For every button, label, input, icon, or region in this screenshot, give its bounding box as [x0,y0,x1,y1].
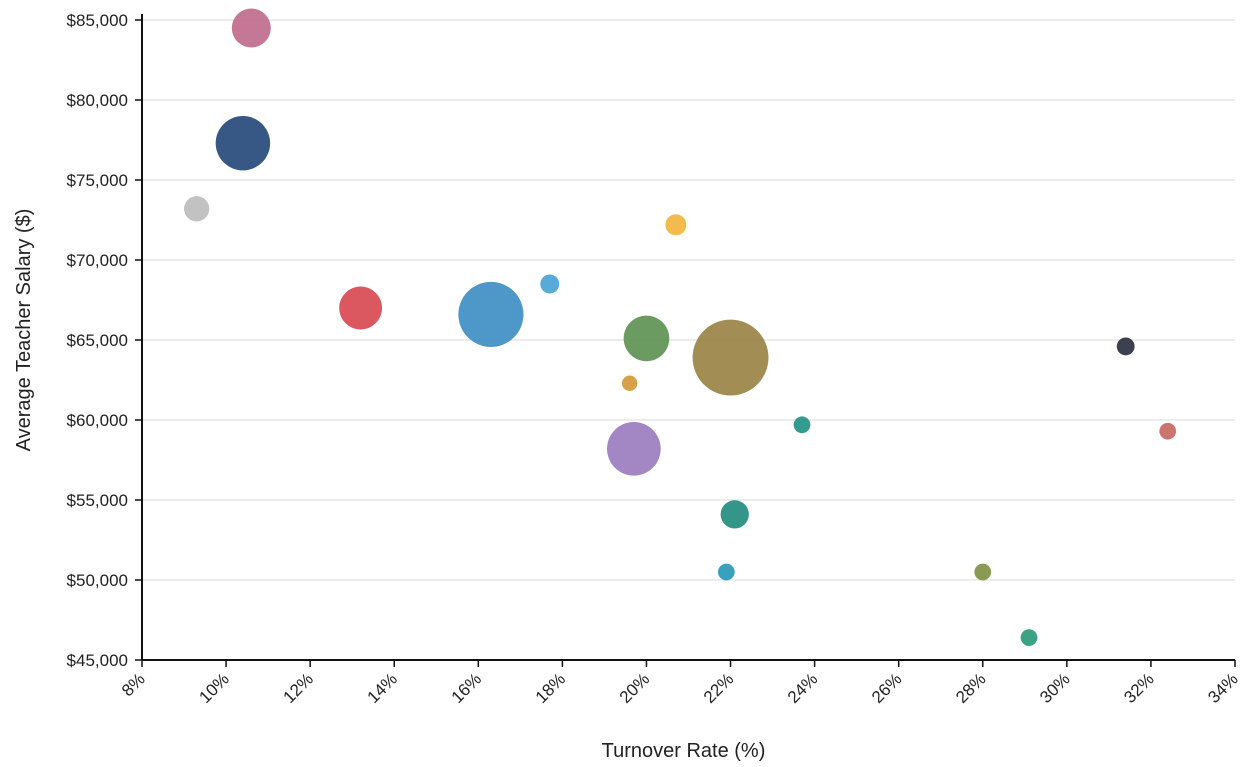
x-tick-label: 16% [448,669,485,706]
x-tick-label: 26% [868,669,905,706]
bubble-point [720,500,749,529]
y-tick-label: $55,000 [67,491,128,510]
x-tick-label: 8% [118,669,149,700]
x-tick-label: 28% [952,669,989,706]
y-axis-ticks: $45,000 $50,000 $55,000 $60,000 $65,000 $70,0… [67,11,142,670]
bubbles [184,8,1177,646]
bubble-point [540,274,560,294]
y-tick-label: $80,000 [67,91,128,110]
x-tick-label: 14% [364,669,401,706]
x-tick-label: 20% [616,669,653,706]
bubble-point [717,563,735,581]
y-tick-label: $85,000 [67,11,128,30]
x-axis-title: Turnover Rate (%) [602,740,766,762]
bubble-point [339,286,383,330]
bubble-point [665,214,687,236]
bubble-point [184,196,210,222]
y-tick-label: $65,000 [67,331,128,350]
y-tick-label: $75,000 [67,171,128,190]
bubble-point [621,375,638,391]
x-tick-label: 24% [784,669,821,706]
bubble-point [1116,337,1135,356]
x-tick-label: 32% [1120,669,1157,706]
x-tick-label: 18% [532,669,569,706]
x-axis-ticks: 8% 10% 12% 14% 16% 18% 20% 22% 24% 26% 28% 30% 32% 34… [118,660,1242,707]
x-tick-label: 22% [700,669,737,706]
bubble-point [692,319,769,396]
x-tick-label: 10% [195,669,232,706]
bubble-point [607,421,661,476]
y-axis-title: Average Teacher Salary ($) [13,209,35,452]
bubble-point [793,416,811,434]
y-tick-label: $60,000 [67,411,128,430]
bubble-point [215,115,271,171]
x-tick-label: 34% [1204,669,1241,706]
bubble-point [1159,422,1177,440]
bubble-point [623,315,670,362]
bubble-point [974,563,992,581]
y-tick-label: $45,000 [67,651,128,670]
x-tick-label: 30% [1036,669,1073,706]
y-tick-label: $70,000 [67,251,128,270]
bubble-point [231,8,271,48]
y-tick-label: $50,000 [67,571,128,590]
bubble-point [1020,629,1038,646]
gridlines [142,19,1235,581]
bubble-point [458,281,524,347]
x-tick-label: 12% [279,669,316,706]
